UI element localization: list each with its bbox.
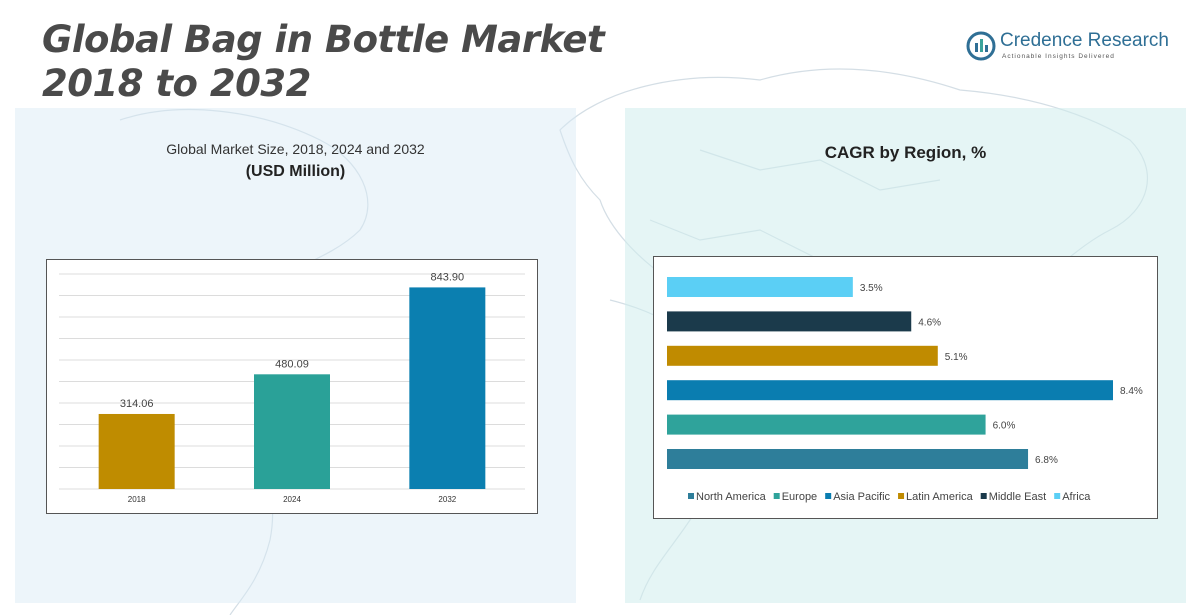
data-label-2032: 843.90 (431, 271, 465, 283)
title-line-1: Global Bag in Bottle Market (42, 18, 605, 61)
bar-2018 (98, 413, 175, 489)
legend-swatch-asia-pacific (825, 493, 832, 499)
legend-swatch-africa (1054, 493, 1061, 499)
data-label-europe: 6.0% (993, 421, 1016, 432)
bar-middle-east (667, 311, 912, 332)
title-line-2: 2018 to 2032 (42, 62, 311, 105)
legend-swatch-north-america (688, 493, 694, 499)
market-size-chart-svg: 314.06 2018 480.09 2024 843.90 2032 (59, 271, 525, 504)
cagr-region-chart: 3.5% 4.6% 5.1% 8.4% 6.0% 6.8% North America Eur… (653, 256, 1158, 519)
data-label-middle-east: 4.6% (918, 317, 941, 328)
bar-2032 (409, 287, 486, 489)
legend-label-asia-pacific: Asia Pacific (833, 491, 890, 503)
legend-label-africa: Africa (1062, 491, 1091, 503)
data-label-asia-pacific: 8.4% (1120, 386, 1143, 397)
market-size-chart: 314.06 2018 480.09 2024 843.90 2032 (46, 259, 538, 514)
bar-north-america (667, 449, 1029, 469)
data-label-2018: 314.06 (120, 398, 154, 410)
logo-name: Credence Research (1000, 30, 1169, 51)
x-tick-label-2024: 2024 (283, 495, 301, 504)
page-title: Global Bag in Bottle Market 2018 to 2032 (42, 18, 605, 106)
legend-label-latin-america: Latin America (906, 491, 974, 503)
data-label-2024: 480.09 (275, 358, 309, 370)
legend-label-north-america: North America (696, 491, 767, 503)
credence-logo-icon (966, 31, 996, 61)
x-tick-label-2018: 2018 (128, 495, 146, 504)
bar-2024 (254, 374, 330, 489)
bar-latin-america (667, 345, 938, 366)
right-chart-title: CAGR by Region, % (824, 143, 987, 162)
legend-label-middle-east: Middle East (989, 491, 1046, 503)
data-label-africa: 3.5% (860, 283, 883, 294)
left-chart-unit: (USD Million) (245, 163, 346, 180)
data-label-north-america: 6.8% (1035, 455, 1058, 466)
bar-africa (667, 277, 853, 297)
legend-swatch-middle-east (980, 493, 987, 499)
legend-swatch-europe (773, 493, 780, 499)
x-tick-label-2032: 2032 (438, 495, 456, 504)
legend-label-europe: Europe (782, 491, 817, 503)
logo-tagline: Actionable Insights Delivered (1002, 53, 1115, 60)
left-chart-subtitle: Global Market Size, 2018, 2024 and 2032 (166, 141, 425, 157)
cagr-region-chart-svg: 3.5% 4.6% 5.1% 8.4% 6.0% 6.8% North America Eur… (667, 277, 1143, 503)
bar-asia-pacific (667, 380, 1113, 401)
brand-logo: Credence Research Actionable Insights De… (966, 28, 1169, 64)
legend-swatch-latin-america (898, 493, 905, 499)
data-label-latin-america: 5.1% (945, 352, 968, 363)
bar-europe (667, 414, 986, 435)
